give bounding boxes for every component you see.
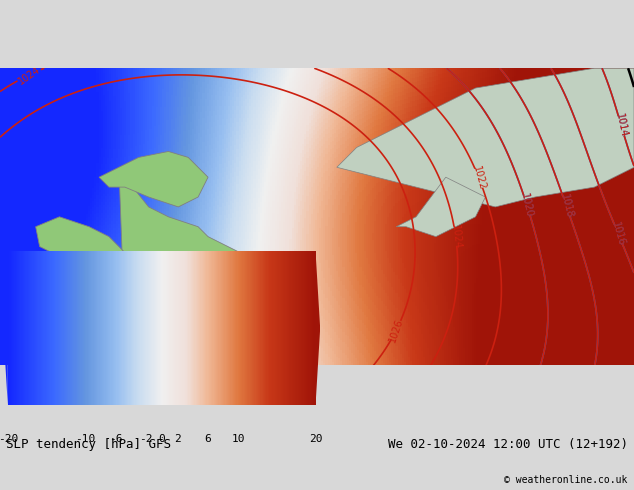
Text: -6: -6 — [109, 434, 122, 444]
Text: 1014: 1014 — [614, 113, 629, 139]
Text: 1024: 1024 — [16, 64, 42, 86]
Text: We 02-10-2024 12:00 UTC (12+192): We 02-10-2024 12:00 UTC (12+192) — [387, 438, 628, 451]
Text: © weatheronline.co.uk: © weatheronline.co.uk — [504, 475, 628, 486]
Polygon shape — [316, 252, 320, 405]
Text: 1014: 1014 — [614, 113, 629, 139]
Text: SLP tendency [hPa] GFS: SLP tendency [hPa] GFS — [6, 438, 171, 451]
Text: 1024: 1024 — [450, 224, 462, 249]
Text: 20: 20 — [309, 434, 322, 444]
Polygon shape — [337, 68, 634, 207]
Text: 10: 10 — [232, 434, 245, 444]
Text: 2: 2 — [174, 434, 181, 444]
Text: 1022: 1022 — [471, 165, 487, 192]
Text: 1018: 1018 — [559, 194, 574, 220]
Text: 1018: 1018 — [559, 194, 574, 220]
Text: -2: -2 — [139, 434, 153, 444]
Text: 1020: 1020 — [519, 192, 534, 219]
Text: 1016: 1016 — [610, 220, 626, 247]
Text: 1020: 1020 — [519, 192, 534, 219]
Text: 1026: 1026 — [387, 317, 405, 343]
Text: -20: -20 — [0, 434, 18, 444]
Polygon shape — [99, 151, 208, 207]
Polygon shape — [119, 167, 269, 326]
Text: 0: 0 — [158, 434, 165, 444]
Polygon shape — [3, 252, 8, 405]
Text: 1016: 1016 — [610, 220, 626, 247]
Polygon shape — [36, 217, 139, 286]
Text: -10: -10 — [75, 434, 95, 444]
Text: 6: 6 — [204, 434, 211, 444]
Polygon shape — [396, 177, 486, 237]
